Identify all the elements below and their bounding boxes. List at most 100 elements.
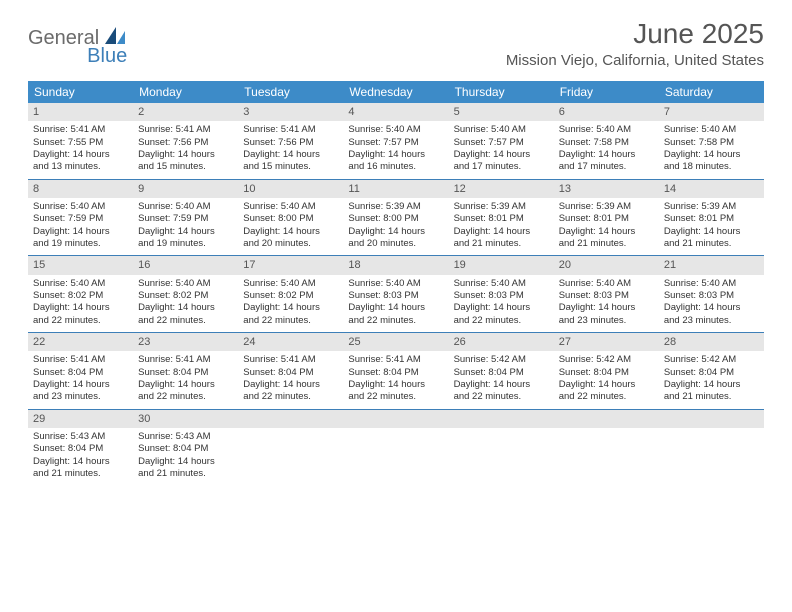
sunrise-text: Sunrise: 5:41 AM	[33, 124, 128, 136]
day-number: 20	[554, 256, 659, 274]
day-number: 30	[133, 410, 238, 428]
week-row: 22Sunrise: 5:41 AMSunset: 8:04 PMDayligh…	[28, 333, 764, 410]
day-cell: 2Sunrise: 5:41 AMSunset: 7:56 PMDaylight…	[133, 103, 238, 179]
sunset-text: Sunset: 8:01 PM	[454, 213, 549, 225]
day-number: 21	[659, 256, 764, 274]
empty-cell	[554, 410, 659, 486]
sunrise-text: Sunrise: 5:42 AM	[454, 354, 549, 366]
sunset-text: Sunset: 7:57 PM	[348, 137, 443, 149]
sunrise-text: Sunrise: 5:40 AM	[664, 278, 759, 290]
daylight-text: and 15 minutes.	[138, 161, 233, 173]
day-number: 2	[133, 103, 238, 121]
sunrise-text: Sunrise: 5:41 AM	[33, 354, 128, 366]
daylight-text: Daylight: 14 hours	[454, 379, 549, 391]
sunset-text: Sunset: 8:04 PM	[243, 367, 338, 379]
daylight-text: and 13 minutes.	[33, 161, 128, 173]
sunrise-text: Sunrise: 5:41 AM	[138, 354, 233, 366]
day-cell: 21Sunrise: 5:40 AMSunset: 8:03 PMDayligh…	[659, 256, 764, 332]
daylight-text: and 20 minutes.	[348, 238, 443, 250]
day-number: 14	[659, 180, 764, 198]
day-number: 25	[343, 333, 448, 351]
daylight-text: and 22 minutes.	[243, 315, 338, 327]
day-number: 10	[238, 180, 343, 198]
sunset-text: Sunset: 7:59 PM	[138, 213, 233, 225]
sunrise-text: Sunrise: 5:41 AM	[243, 124, 338, 136]
day-cell: 22Sunrise: 5:41 AMSunset: 8:04 PMDayligh…	[28, 333, 133, 409]
day-cell: 20Sunrise: 5:40 AMSunset: 8:03 PMDayligh…	[554, 256, 659, 332]
daylight-text: and 23 minutes.	[33, 391, 128, 403]
daylight-text: and 21 minutes.	[33, 468, 128, 480]
sunset-text: Sunset: 7:58 PM	[559, 137, 654, 149]
dow-sunday: Sunday	[28, 81, 133, 103]
day-number: 27	[554, 333, 659, 351]
daylight-text: and 16 minutes.	[348, 161, 443, 173]
day-cell: 26Sunrise: 5:42 AMSunset: 8:04 PMDayligh…	[449, 333, 554, 409]
empty-cell	[343, 410, 448, 486]
daylight-text: and 19 minutes.	[138, 238, 233, 250]
sunset-text: Sunset: 8:04 PM	[664, 367, 759, 379]
sunset-text: Sunset: 8:04 PM	[33, 367, 128, 379]
day-cell: 23Sunrise: 5:41 AMSunset: 8:04 PMDayligh…	[133, 333, 238, 409]
sunrise-text: Sunrise: 5:41 AM	[243, 354, 338, 366]
sunset-text: Sunset: 8:04 PM	[138, 443, 233, 455]
sunrise-text: Sunrise: 5:40 AM	[454, 124, 549, 136]
sunrise-text: Sunrise: 5:40 AM	[454, 278, 549, 290]
sunset-text: Sunset: 8:02 PM	[33, 290, 128, 302]
day-number	[343, 410, 448, 428]
daylight-text: Daylight: 14 hours	[33, 456, 128, 468]
day-cell: 18Sunrise: 5:40 AMSunset: 8:03 PMDayligh…	[343, 256, 448, 332]
sunrise-text: Sunrise: 5:40 AM	[138, 278, 233, 290]
daylight-text: Daylight: 14 hours	[559, 149, 654, 161]
title-block: June 2025 Mission Viejo, California, Uni…	[506, 18, 764, 69]
header: General Blue June 2025 Mission Viejo, Ca…	[0, 0, 792, 75]
day-cell: 10Sunrise: 5:40 AMSunset: 8:00 PMDayligh…	[238, 180, 343, 256]
daylight-text: Daylight: 14 hours	[559, 226, 654, 238]
day-number: 5	[449, 103, 554, 121]
sunrise-text: Sunrise: 5:40 AM	[559, 124, 654, 136]
daylight-text: and 22 minutes.	[348, 391, 443, 403]
sunset-text: Sunset: 7:59 PM	[33, 213, 128, 225]
day-number	[554, 410, 659, 428]
location-text: Mission Viejo, California, United States	[506, 52, 764, 69]
day-number: 7	[659, 103, 764, 121]
daylight-text: Daylight: 14 hours	[454, 226, 549, 238]
week-row: 8Sunrise: 5:40 AMSunset: 7:59 PMDaylight…	[28, 180, 764, 257]
daylight-text: and 23 minutes.	[664, 315, 759, 327]
month-title: June 2025	[506, 18, 764, 50]
daylight-text: and 15 minutes.	[243, 161, 338, 173]
day-number: 29	[28, 410, 133, 428]
daylight-text: and 22 minutes.	[559, 391, 654, 403]
logo: General Blue	[28, 18, 147, 59]
daylight-text: Daylight: 14 hours	[664, 149, 759, 161]
day-number: 1	[28, 103, 133, 121]
sunrise-text: Sunrise: 5:43 AM	[33, 431, 128, 443]
sunrise-text: Sunrise: 5:40 AM	[138, 201, 233, 213]
day-number: 23	[133, 333, 238, 351]
sunset-text: Sunset: 8:02 PM	[138, 290, 233, 302]
dow-thursday: Thursday	[449, 81, 554, 103]
dow-tuesday: Tuesday	[238, 81, 343, 103]
day-cell: 4Sunrise: 5:40 AMSunset: 7:57 PMDaylight…	[343, 103, 448, 179]
day-cell: 30Sunrise: 5:43 AMSunset: 8:04 PMDayligh…	[133, 410, 238, 486]
daylight-text: Daylight: 14 hours	[138, 302, 233, 314]
daylight-text: Daylight: 14 hours	[454, 302, 549, 314]
daylight-text: Daylight: 14 hours	[664, 379, 759, 391]
day-of-week-header: Sunday Monday Tuesday Wednesday Thursday…	[28, 81, 764, 103]
daylight-text: Daylight: 14 hours	[664, 302, 759, 314]
daylight-text: Daylight: 14 hours	[33, 379, 128, 391]
daylight-text: Daylight: 14 hours	[348, 379, 443, 391]
dow-friday: Friday	[554, 81, 659, 103]
sunset-text: Sunset: 8:03 PM	[348, 290, 443, 302]
empty-cell	[659, 410, 764, 486]
daylight-text: and 21 minutes.	[559, 238, 654, 250]
sunrise-text: Sunrise: 5:40 AM	[33, 201, 128, 213]
day-cell: 9Sunrise: 5:40 AMSunset: 7:59 PMDaylight…	[133, 180, 238, 256]
day-cell: 19Sunrise: 5:40 AMSunset: 8:03 PMDayligh…	[449, 256, 554, 332]
daylight-text: Daylight: 14 hours	[454, 149, 549, 161]
sunset-text: Sunset: 8:04 PM	[454, 367, 549, 379]
sunrise-text: Sunrise: 5:43 AM	[138, 431, 233, 443]
sunrise-text: Sunrise: 5:40 AM	[348, 278, 443, 290]
daylight-text: Daylight: 14 hours	[348, 149, 443, 161]
sunset-text: Sunset: 8:00 PM	[243, 213, 338, 225]
daylight-text: Daylight: 14 hours	[559, 302, 654, 314]
